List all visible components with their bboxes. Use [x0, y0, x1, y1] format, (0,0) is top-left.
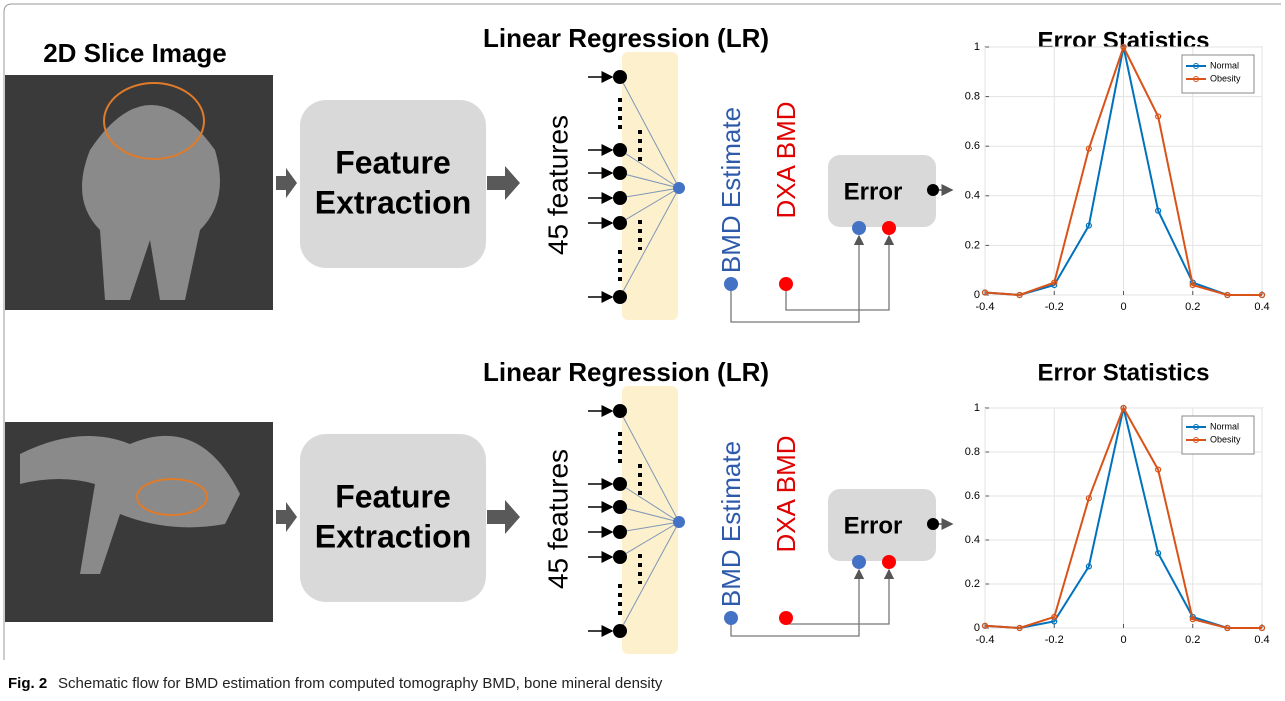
legend-label: Obesity: [1210, 73, 1241, 83]
panel: 2D Slice Image Feature Extraction Linear Re…: [5, 23, 952, 322]
y-tick-label: 0.6: [965, 490, 980, 502]
input-node: [613, 216, 627, 230]
input-node: [613, 525, 627, 539]
block-arrow: [276, 502, 297, 532]
error-label: Error: [844, 512, 903, 539]
chart-title: Error Statistics: [1037, 359, 1209, 386]
figure: Fig. 2 Schematic flow for BMD estimation…: [0, 0, 1285, 701]
reference-node: [779, 277, 793, 291]
output-node: [673, 182, 685, 194]
estimate-label: BMD Estimate: [716, 441, 746, 607]
error-node: [927, 184, 939, 196]
x-tick-label: 0.2: [1185, 634, 1200, 646]
legend-label: Obesity: [1210, 434, 1241, 444]
input-node: [613, 166, 627, 180]
error-label: Error: [844, 178, 903, 205]
input-node: [613, 191, 627, 205]
x-tick-label: 0.4: [1254, 634, 1269, 646]
block-arrow: [276, 168, 297, 198]
input-node: [613, 477, 627, 491]
error-node: [927, 518, 939, 530]
features-label: 45 features: [542, 115, 573, 255]
input-node: [613, 404, 627, 418]
y-tick-label: 0.2: [965, 239, 980, 251]
input-node: [613, 70, 627, 84]
x-tick-label: 0: [1120, 301, 1126, 313]
connector: [786, 570, 889, 624]
x-tick-label: -0.2: [1045, 301, 1064, 313]
input-node: [613, 143, 627, 157]
legend-label: Normal: [1210, 60, 1239, 70]
image-label: 2D Slice Image: [43, 38, 227, 68]
input-node: [613, 290, 627, 304]
error-in-node: [882, 555, 896, 569]
connector: [731, 236, 859, 322]
connector: [731, 570, 859, 636]
error-in-node: [852, 555, 866, 569]
reference-label: DXA BMD: [771, 101, 801, 218]
error-in-node: [852, 221, 866, 235]
y-tick-label: 0.2: [965, 578, 980, 590]
y-tick-label: 0: [974, 622, 980, 634]
x-tick-label: 0: [1120, 634, 1126, 646]
caption-text: Schematic flow for BMD estimation from c…: [58, 675, 663, 692]
panel: Feature Extraction Linear Regression (LR) 4…: [5, 357, 952, 654]
lr-title: Linear Regression (LR): [483, 357, 769, 387]
y-tick-label: 0.4: [965, 534, 980, 546]
y-tick-label: 0.6: [965, 140, 980, 152]
y-tick-label: 0: [974, 289, 980, 301]
x-tick-label: 0.2: [1185, 301, 1200, 313]
connector: [786, 236, 889, 310]
lr-title: Linear Regression (LR): [483, 23, 769, 53]
y-tick-label: 0.8: [965, 446, 980, 458]
estimate-label: BMD Estimate: [716, 107, 746, 273]
x-tick-label: -0.2: [1045, 634, 1064, 646]
caption-label: Fig. 2: [8, 675, 47, 692]
input-node: [613, 500, 627, 514]
legend-label: Normal: [1210, 421, 1239, 431]
feature-text: Feature: [335, 144, 451, 180]
y-tick-label: 1: [974, 402, 980, 414]
x-tick-label: -0.4: [976, 301, 995, 313]
features-label: 45 features: [542, 449, 573, 589]
feature-text: Extraction: [315, 184, 471, 220]
feature-text: Extraction: [315, 518, 471, 554]
estimate-node: [724, 277, 738, 291]
block-arrow: [487, 166, 520, 200]
input-node: [613, 624, 627, 638]
input-node: [613, 550, 627, 564]
reference-label: DXA BMD: [771, 435, 801, 552]
x-tick-label: -0.4: [976, 634, 995, 646]
page: Fig. 2 Schematic flow for BMD estimation…: [0, 0, 1285, 701]
y-tick-label: 0.4: [965, 190, 980, 202]
block-arrow: [487, 500, 520, 534]
output-node: [673, 516, 685, 528]
estimate-node: [724, 611, 738, 625]
error-in-node: [882, 221, 896, 235]
feature-text: Feature: [335, 478, 451, 514]
x-tick-label: 0.4: [1254, 301, 1269, 313]
y-tick-label: 1: [974, 41, 980, 53]
y-tick-label: 0.8: [965, 91, 980, 103]
reference-node: [779, 611, 793, 625]
